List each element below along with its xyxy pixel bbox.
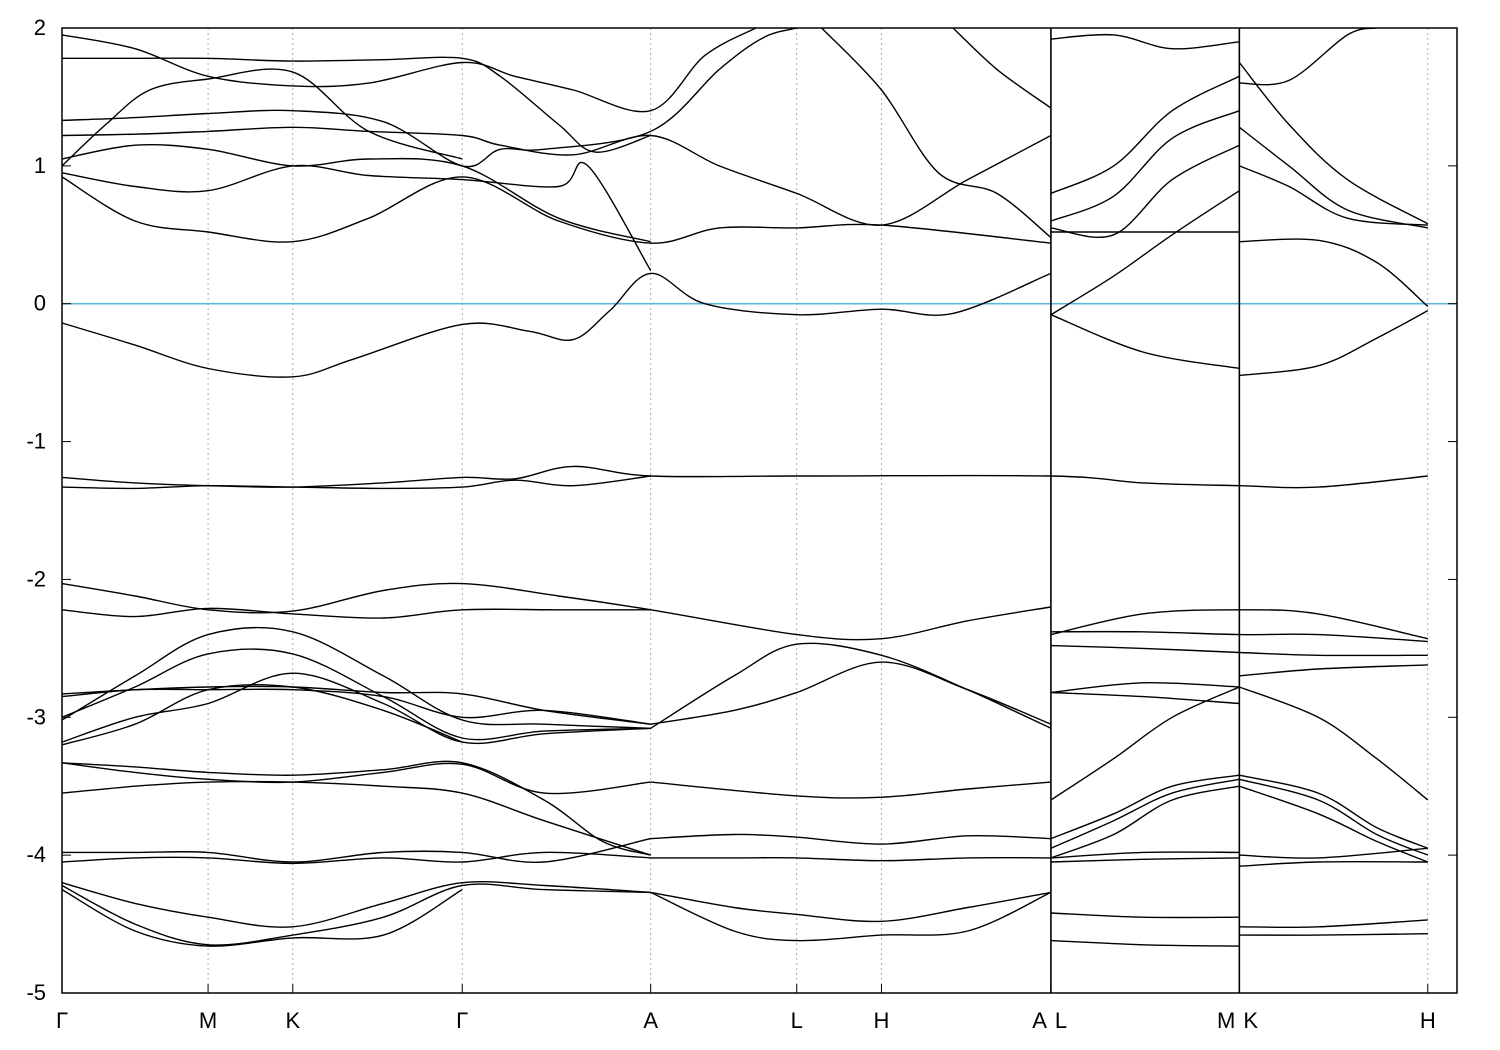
band-9 xyxy=(61,68,463,167)
band-52 xyxy=(650,856,1051,862)
vertical-grid-lines xyxy=(207,28,1429,993)
y-tick-label: -4 xyxy=(26,842,46,867)
band-54 xyxy=(1050,778,1240,849)
band-23 xyxy=(1239,309,1429,377)
band-61 xyxy=(1239,860,1428,867)
band-10 xyxy=(821,27,1052,239)
band-17 xyxy=(1050,190,1240,316)
y-tick-label: 1 xyxy=(34,153,46,178)
y-tick-label: 0 xyxy=(34,291,46,316)
x-tick-label: Γ xyxy=(56,1008,68,1033)
band-12 xyxy=(1050,33,1240,50)
band-49 xyxy=(62,837,651,864)
x-tick-label: H xyxy=(874,1008,890,1033)
plot-frame xyxy=(61,27,1458,994)
band-37 xyxy=(61,683,463,746)
y-tick-label: -3 xyxy=(26,704,46,729)
band-6 xyxy=(61,27,797,168)
band-14 xyxy=(1050,110,1240,222)
band-1 xyxy=(61,272,1052,378)
band-71 xyxy=(1239,933,1428,936)
y-tick-label: -5 xyxy=(26,980,46,1005)
x-tick-label: L xyxy=(791,1008,803,1033)
band-20 xyxy=(1238,126,1428,229)
band-48 xyxy=(650,781,1051,799)
y-tick-label: -2 xyxy=(26,566,46,591)
band-57 xyxy=(1050,857,1240,863)
band-69 xyxy=(1050,939,1240,947)
band-39 xyxy=(650,661,1052,725)
band-43 xyxy=(1239,686,1429,801)
band-58 xyxy=(1239,774,1429,849)
band-5 xyxy=(61,126,1052,226)
band-22 xyxy=(1239,238,1429,308)
band-21 xyxy=(1239,165,1428,226)
band-curves xyxy=(61,27,1429,947)
band-3 xyxy=(61,161,652,271)
band-11 xyxy=(952,27,1052,109)
band-50 xyxy=(61,851,651,865)
band-34 xyxy=(61,626,651,729)
band-66 xyxy=(650,891,1052,942)
band-15 xyxy=(1050,144,1240,238)
path-break-lines xyxy=(1050,28,1241,993)
band-25 xyxy=(61,465,1428,489)
x-tick-label: M xyxy=(199,1008,217,1033)
x-tick-label: K xyxy=(285,1008,300,1033)
y-tick-label: -1 xyxy=(26,429,46,454)
band-67 xyxy=(650,891,1052,923)
band-19 xyxy=(1238,62,1429,225)
band-60 xyxy=(1239,785,1429,863)
band-41 xyxy=(1050,691,1240,705)
x-tick-label: H xyxy=(1420,1008,1436,1033)
band-62 xyxy=(1239,847,1428,859)
band-65 xyxy=(61,888,463,947)
band-68 xyxy=(1050,912,1240,919)
band-33 xyxy=(61,688,651,725)
x-tick-label: A xyxy=(1032,1008,1047,1033)
band-56 xyxy=(1050,851,1240,859)
y-tick-label: 2 xyxy=(34,15,46,40)
band-42 xyxy=(1239,664,1428,677)
x-tick-label: Γ xyxy=(456,1008,468,1033)
band-40 xyxy=(1050,681,1240,694)
band-45 xyxy=(61,760,651,856)
band-38 xyxy=(650,642,1052,729)
band-28 xyxy=(61,607,651,619)
band-70 xyxy=(1239,919,1428,929)
band-55 xyxy=(1050,785,1240,859)
band-44 xyxy=(1050,686,1240,801)
x-tick-label: K xyxy=(1243,1008,1258,1033)
band-35 xyxy=(61,648,651,741)
band-64 xyxy=(61,883,651,946)
band-59 xyxy=(1239,778,1429,856)
y-axis-ticks: 2 1 0 -1 -2 -3 -4 -5 xyxy=(26,15,1457,1005)
band-51 xyxy=(650,833,1051,845)
band-7 xyxy=(61,56,651,153)
band-47 xyxy=(61,762,651,795)
band-24 xyxy=(1239,27,1377,86)
band-13 xyxy=(1050,75,1240,195)
band-26 xyxy=(61,475,651,490)
band-53 xyxy=(1050,774,1240,840)
band-2 xyxy=(61,176,1051,244)
band-18 xyxy=(1050,314,1240,370)
x-tick-label: M xyxy=(1217,1008,1235,1033)
band-36 xyxy=(61,672,651,745)
band-63 xyxy=(61,880,651,928)
band-27 xyxy=(61,582,1052,641)
band-4 xyxy=(61,143,651,243)
band-46 xyxy=(61,780,651,856)
x-tick-label: A xyxy=(643,1008,658,1033)
x-tick-label: L xyxy=(1055,1008,1067,1033)
band-8 xyxy=(61,27,757,113)
